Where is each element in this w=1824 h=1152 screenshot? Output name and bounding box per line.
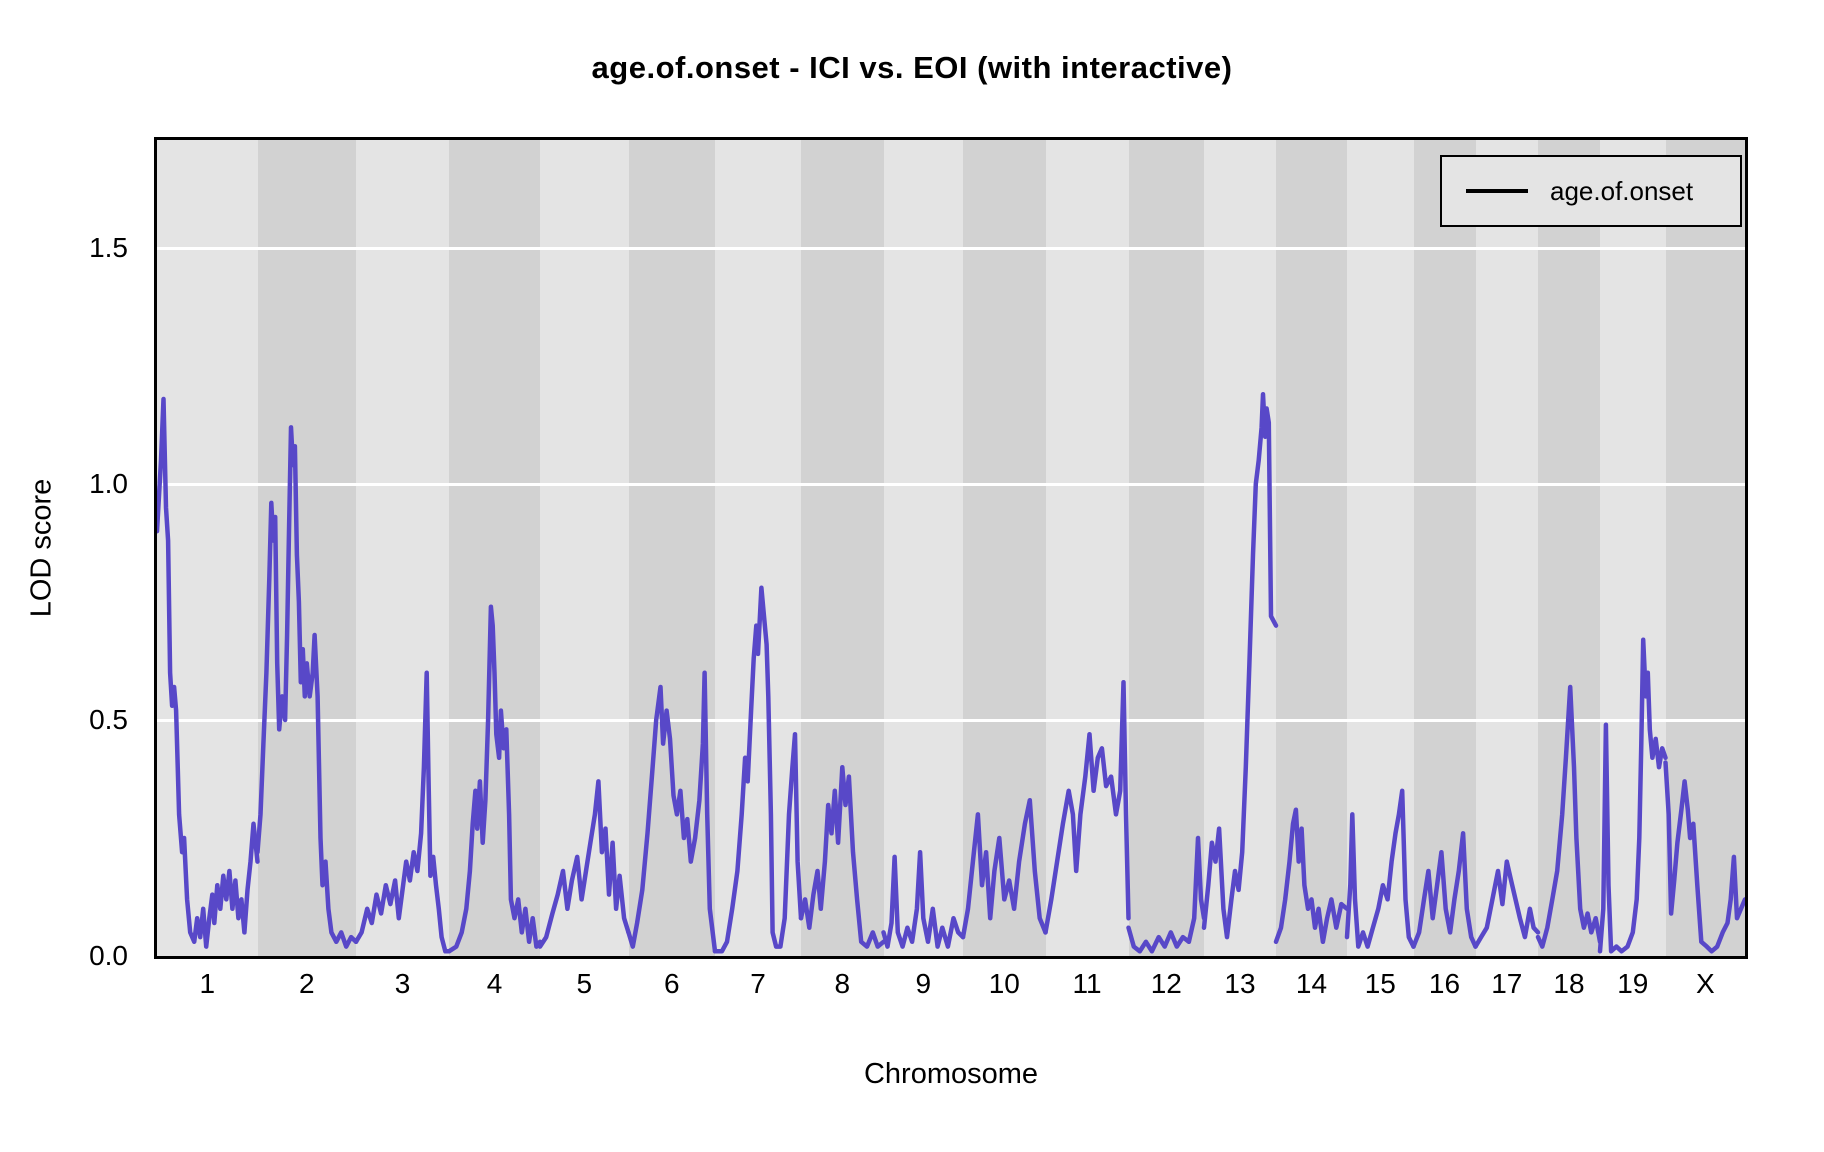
x-tick-label-18: 18 (1553, 968, 1585, 999)
lod-curve-chr8[interactable] (798, 764, 886, 949)
lod-curve-chr13[interactable] (1201, 392, 1279, 940)
lod-curve-chr9[interactable] (881, 849, 966, 949)
x-tick-label-15: 15 (1364, 968, 1396, 999)
x-axis-title: Chromosome (863, 1058, 1039, 1090)
chromosome-band-18 (1538, 140, 1600, 956)
chromosome-band-6 (628, 140, 715, 956)
lod-curve-chr5[interactable] (537, 779, 631, 949)
legend: age.of.onset (1440, 155, 1742, 227)
gridline-0.5 (157, 718, 1745, 722)
x-tick-label-16: 16 (1428, 968, 1461, 999)
lod-curve-chr4[interactable] (446, 604, 543, 954)
lod-curve-chr3[interactable] (353, 670, 452, 954)
x-tick-label-2: 2 (299, 968, 315, 999)
lod-curve-chr1[interactable] (157, 396, 260, 949)
chromosome-band-8 (801, 140, 884, 956)
legend-series-label: age.of.onset (1550, 175, 1694, 206)
x-tick-label-19: 19 (1617, 968, 1649, 999)
legend-line-sample (1466, 189, 1528, 193)
chromosome-band-19 (1600, 140, 1666, 956)
x-tick-label-3: 3 (394, 968, 411, 999)
chromosome-band-5 (540, 140, 629, 956)
chromosome-band-11 (1045, 140, 1129, 956)
chromosome-band-17 (1475, 140, 1538, 956)
x-tick-label-10: 10 (988, 968, 1020, 999)
chromosome-band-13 (1204, 140, 1276, 956)
x-tick-label-14: 14 (1295, 968, 1328, 999)
lod-curve-chr19[interactable] (1597, 637, 1668, 954)
x-tick-label-7: 7 (750, 968, 766, 999)
lod-curve-chr11[interactable] (1043, 679, 1131, 935)
lod-curve-chrX[interactable] (1663, 760, 1746, 954)
y-tick-label-1.5: 1.5 (89, 232, 128, 263)
chromosome-band-14 (1276, 140, 1347, 956)
chart-title: age.of.onset - ICI vs. EOI (with interac… (591, 50, 1233, 85)
lod-curve-chr16[interactable] (1411, 831, 1478, 949)
chromosome-band-12 (1128, 140, 1204, 956)
y-tick-label-1.0: 1.0 (89, 468, 128, 499)
y-tick-label-0.5: 0.5 (89, 704, 128, 735)
lod-curve-chr14[interactable] (1273, 807, 1350, 945)
chromosome-band-9 (883, 140, 963, 956)
lod-curve-canvas[interactable] (157, 140, 1745, 956)
lod-curve-chr2[interactable] (255, 425, 359, 949)
gridline-1.5 (157, 246, 1745, 250)
x-tick-label-13: 13 (1224, 968, 1256, 999)
chromosome-band-3 (356, 140, 449, 956)
x-tick-label-1: 1 (199, 968, 216, 999)
lod-curve-chr18[interactable] (1535, 684, 1603, 949)
chromosome-band-16 (1413, 140, 1476, 956)
x-tick-label-4: 4 (486, 968, 503, 999)
x-tick-label-8: 8 (834, 968, 851, 999)
lod-curve-chr7[interactable] (712, 585, 804, 954)
chromosome-band-1 (157, 140, 258, 956)
x-tick-label-12: 12 (1150, 968, 1182, 999)
x-tick-label-6: 6 (664, 968, 680, 999)
x-tick-label-X: X (1695, 968, 1715, 999)
lod-curve-chr10[interactable] (960, 797, 1048, 940)
chromosome-band-4 (449, 140, 540, 956)
lod-curve-chr6[interactable] (626, 670, 718, 954)
lod-curve-chr15[interactable] (1344, 788, 1416, 949)
x-tick-label-17: 17 (1491, 968, 1523, 999)
lod-curve-chr12[interactable] (1126, 835, 1207, 954)
lod-curve-chr17[interactable] (1473, 859, 1541, 949)
x-axis-tick-labels: 1 2 3 4 5 6 7 8 9 10 11 12 13 14 15 16 17 18 19 X (157, 968, 1745, 1004)
x-tick-label-11: 11 (1072, 968, 1102, 999)
x-tick-label-5: 5 (576, 968, 593, 999)
gridline-1.0 (157, 482, 1745, 486)
x-tick-label-9: 9 (915, 968, 932, 999)
y-tick-label-0.0: 0.0 (89, 940, 128, 971)
plot-area[interactable]: age.of.onset (157, 140, 1745, 956)
